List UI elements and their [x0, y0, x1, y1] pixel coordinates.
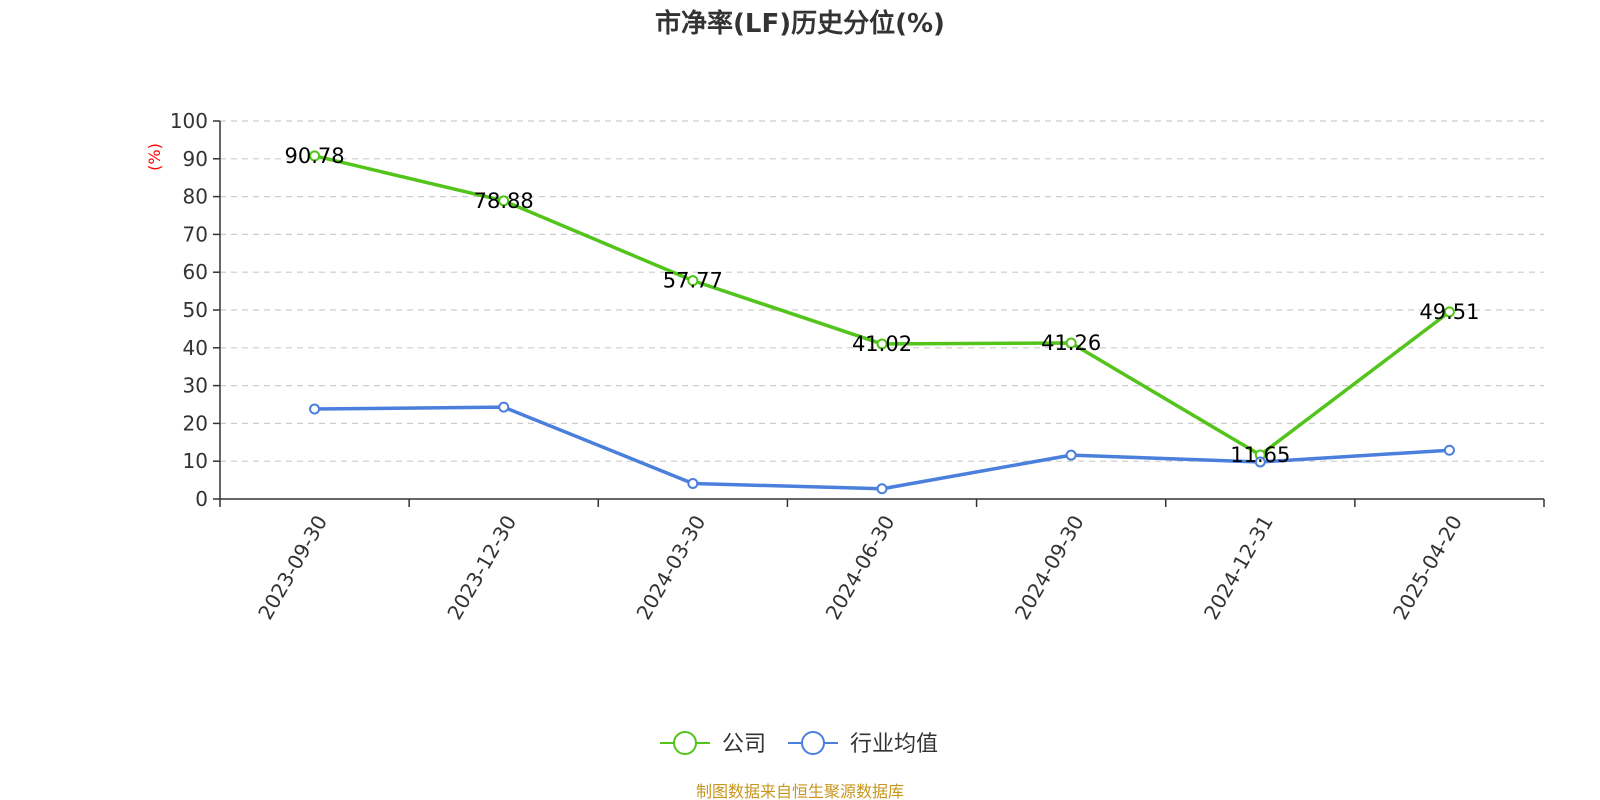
data-point[interactable]: [876, 483, 888, 495]
legend-item-1[interactable]: 公司: [660, 731, 766, 757]
source-note: 制图数据来自恒生聚源数据库: [696, 782, 904, 800]
x-tick-label: 2025-04-20: [1388, 511, 1467, 624]
legend-label: 行业均值: [850, 732, 938, 757]
y-tick-label: 60: [183, 260, 208, 284]
data-label: 78.88: [474, 189, 534, 213]
data-label: 90.78: [285, 144, 345, 168]
data-point[interactable]: [498, 401, 510, 413]
y-tick-label: 10: [183, 449, 208, 473]
grid-lines: [220, 120, 1544, 462]
data-label: 41.26: [1041, 331, 1101, 355]
axes: 0 10 20 30 40 50 60 70 80 90 100 2023-09-30 2023-12-…: [170, 109, 1545, 624]
legend-marker: [801, 731, 825, 755]
y-tick-label: 90: [183, 147, 208, 171]
y-tick-label: 30: [183, 374, 208, 398]
data-label: 49.51: [1419, 300, 1479, 324]
data-point[interactable]: [687, 478, 699, 490]
data-point[interactable]: [1443, 306, 1455, 318]
x-tick-label: 2024-09-30: [1010, 511, 1089, 624]
y-tick-label: 70: [183, 222, 208, 246]
data-label: 11.65: [1230, 443, 1290, 467]
data-point[interactable]: [309, 403, 321, 415]
y-tick-label: 100: [170, 109, 208, 133]
data-labels: 90.78 78.88 57.77 41.02 41.26 11.65 49.51: [285, 144, 1480, 467]
x-tick-label: 2023-12-30: [442, 511, 521, 624]
data-point[interactable]: [687, 275, 699, 287]
x-tick-label: 2024-12-31: [1199, 511, 1278, 624]
y-tick-label: 0: [195, 487, 208, 511]
data-label: 41.02: [852, 332, 912, 356]
data-point[interactable]: [309, 150, 321, 162]
y-tick-label: 20: [183, 411, 208, 435]
series-lines: [309, 150, 1455, 495]
x-tick-label: 2024-03-30: [631, 511, 710, 624]
data-point[interactable]: [876, 338, 888, 350]
legend-item-2[interactable]: 行业均值: [788, 731, 938, 757]
data-point[interactable]: [498, 195, 510, 207]
data-point[interactable]: [1065, 449, 1077, 461]
data-point[interactable]: [1443, 444, 1455, 456]
y-tick-label: 50: [183, 298, 208, 322]
data-point[interactable]: [1065, 337, 1077, 349]
data-point[interactable]: [1254, 456, 1266, 468]
data-label: 57.77: [663, 269, 723, 293]
y-axis-unit: (%): [145, 143, 164, 171]
x-tick-label: 2023-09-30: [253, 511, 332, 624]
legend-marker: [673, 731, 697, 755]
y-tick-label: 40: [183, 336, 208, 360]
legend-label: 公司: [722, 732, 766, 757]
y-tick-label: 80: [183, 185, 208, 209]
legend[interactable]: 公司 行业均值: [660, 731, 938, 757]
x-tick-label: 2024-06-30: [821, 511, 900, 624]
chart-title: 市净率(LF)历史分位(%): [655, 8, 945, 39]
